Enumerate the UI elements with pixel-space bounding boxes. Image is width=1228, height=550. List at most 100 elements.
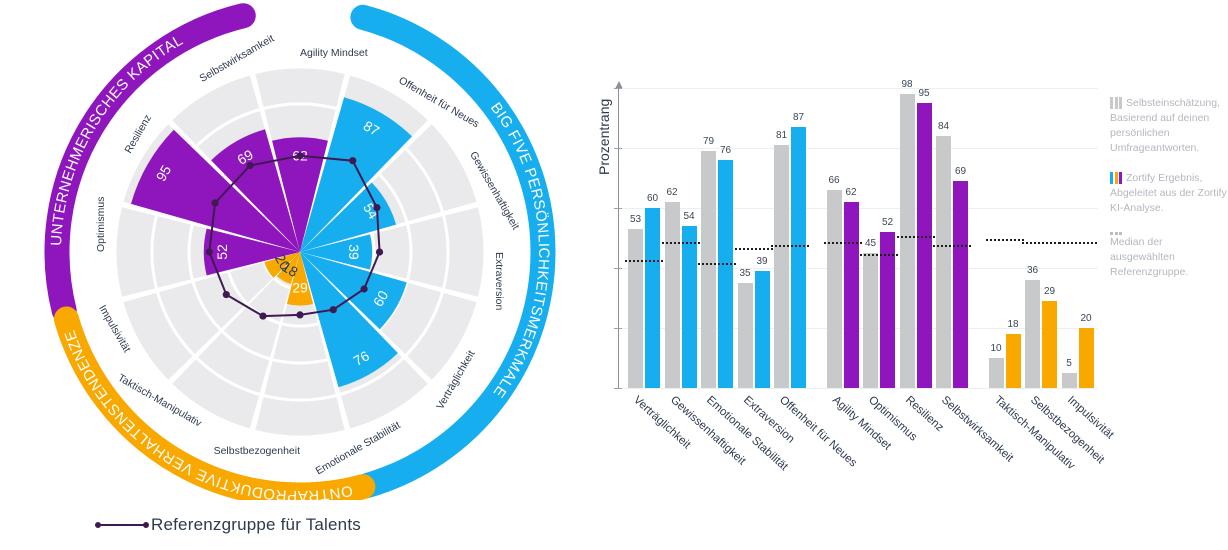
bar-series-layer: 53 60 62 54 79 76 35 39 81 87 66 62 45 52 98 95 84 69 10 18… — [618, 79, 1098, 388]
median-line — [734, 248, 773, 250]
rose-axis-label: Extraversion — [493, 252, 505, 311]
reference-group-point — [246, 161, 254, 170]
bar-self-assessment[interactable]: 84 — [936, 121, 951, 388]
bar-zortify-result[interactable]: 20 — [1078, 313, 1094, 388]
bar-zortify-result[interactable]: 95 — [916, 88, 932, 388]
bar-zortify-result[interactable]: 60 — [645, 193, 660, 388]
rose-value-label: 52 — [214, 244, 230, 260]
legend-item: Selbsteinschätzung, Basierend auf deinen … — [1110, 96, 1228, 156]
reference-group-point — [211, 199, 219, 207]
bar-group: 79 76 — [698, 88, 736, 388]
bar-zortify-result[interactable]: 39 — [754, 256, 770, 388]
bar-chart-legend: Selbsteinschätzung, Basierend auf deinen … — [1110, 96, 1228, 295]
bar-group: 53 60 — [625, 88, 663, 388]
rose-group-arc — [44, 3, 256, 324]
bar-group: 10 18 — [985, 88, 1024, 388]
gridline — [618, 88, 1098, 89]
bar-value-label: 18 — [1007, 319, 1019, 330]
reference-group-line-icon — [95, 522, 149, 528]
gridline — [618, 388, 1098, 389]
rose-axis-label: Optimismus — [95, 197, 107, 252]
median-line — [698, 263, 736, 265]
bar-value-label: 53 — [629, 214, 642, 225]
bar-zortify-result[interactable]: 87 — [791, 112, 806, 388]
y-axis-label: Prozentrang — [596, 98, 612, 175]
legend-description: Abgeleitet aus der Zortify KI-Analyse. — [1110, 187, 1227, 214]
bar-value-label: 20 — [1080, 313, 1092, 324]
bar-group: 62 54 — [661, 88, 700, 388]
bar-value-label: 36 — [1026, 265, 1039, 276]
bar-self-assessment[interactable]: 10 — [988, 343, 1004, 388]
reference-group-point — [329, 306, 337, 314]
rose-chart: 628754396076291820529569Agility MindsetO… — [0, 0, 556, 508]
median-line — [1022, 242, 1060, 244]
bar-zortify-result[interactable]: 69 — [953, 166, 968, 388]
y-axis-arrow-icon — [614, 81, 623, 89]
median-line — [823, 242, 862, 244]
bar-self-assessment[interactable]: 5 — [1061, 358, 1077, 388]
bar-value-label: 52 — [881, 217, 894, 228]
bar-value-label: 62 — [845, 187, 857, 198]
bar-self-assessment[interactable]: 79 — [701, 136, 716, 388]
bar-self-assessment[interactable]: 53 — [628, 214, 643, 388]
median-line — [661, 242, 700, 244]
bar-self-assessment[interactable]: 45 — [863, 238, 878, 388]
reference-group-point — [296, 152, 304, 160]
bar-value-label: 76 — [719, 145, 732, 156]
bar-group: 5 20 — [1058, 88, 1097, 388]
bar-value-label: 66 — [828, 175, 840, 186]
bar-zortify-result[interactable]: 18 — [1005, 319, 1021, 388]
bar-value-label: 87 — [792, 112, 805, 123]
bar-zortify-result[interactable]: 29 — [1042, 286, 1057, 388]
bar-group: 81 87 — [771, 88, 809, 388]
median-line — [985, 239, 1024, 241]
legend-description: Basierend auf deinen persönlichen Umfrag… — [1110, 112, 1210, 154]
bar-self-assessment[interactable]: 62 — [664, 187, 680, 388]
bar-self-assessment[interactable]: 81 — [774, 130, 789, 388]
y-axis-tick — [614, 328, 622, 329]
reference-group-point — [296, 311, 304, 319]
bar-zortify-result[interactable]: 54 — [681, 211, 697, 388]
bar-plot-area: 53 60 62 54 79 76 35 39 81 87 66 62 45 52 98 95 84 69 10 18… — [614, 79, 1098, 389]
bar-value-label: 62 — [666, 187, 678, 198]
bar-self-assessment[interactable]: 66 — [826, 175, 842, 388]
rose-group-arc — [53, 306, 376, 508]
bar-zortify-result[interactable]: 62 — [843, 187, 859, 388]
rose-legend: Referenzgruppe für Talents — [95, 515, 361, 535]
reference-group-point — [205, 248, 213, 256]
gray-bars-swatch-icon — [1110, 97, 1122, 109]
color-bars-swatch-icon — [1110, 172, 1122, 184]
rose-value-label: 87 — [361, 117, 383, 139]
bar-value-label: 95 — [918, 88, 930, 99]
rose-value-label: 18 — [279, 258, 301, 280]
median-line — [896, 236, 935, 238]
bar-zortify-result[interactable]: 76 — [718, 145, 733, 388]
bar-group: 98 95 — [896, 79, 935, 388]
bar-self-assessment[interactable]: 98 — [899, 79, 915, 388]
bar-group: 35 39 — [734, 88, 773, 388]
rose-value-label: 60 — [370, 288, 392, 310]
rose-group-arc-label: BIG FIVE PERSÖNLICHKEITSMERKMALE — [487, 99, 552, 401]
median-line — [625, 260, 663, 262]
gridline — [618, 148, 1098, 149]
bar-group: 84 69 — [933, 88, 971, 388]
bar-value-label: 35 — [739, 268, 751, 279]
bar-value-label: 10 — [990, 343, 1002, 354]
median-dotted-swatch-icon — [1110, 232, 1122, 235]
median-line — [933, 245, 971, 247]
rose-value-label: 76 — [351, 347, 373, 369]
rose-axis-label: Agility Mindset — [300, 47, 368, 59]
y-axis-tick — [614, 268, 622, 269]
y-axis-tick — [614, 148, 622, 149]
bar-value-label: 98 — [901, 79, 913, 90]
bar-value-label: 29 — [1043, 286, 1056, 297]
bar-zortify-result[interactable]: 52 — [880, 217, 895, 388]
reference-group-point — [375, 248, 384, 256]
bar-value-label: 84 — [937, 121, 950, 132]
reference-group-point — [349, 157, 357, 165]
bar-self-assessment[interactable]: 36 — [1025, 265, 1040, 388]
bar-self-assessment[interactable]: 35 — [737, 268, 753, 388]
bar-value-label: 60 — [646, 193, 659, 204]
reference-group-point — [360, 285, 368, 293]
